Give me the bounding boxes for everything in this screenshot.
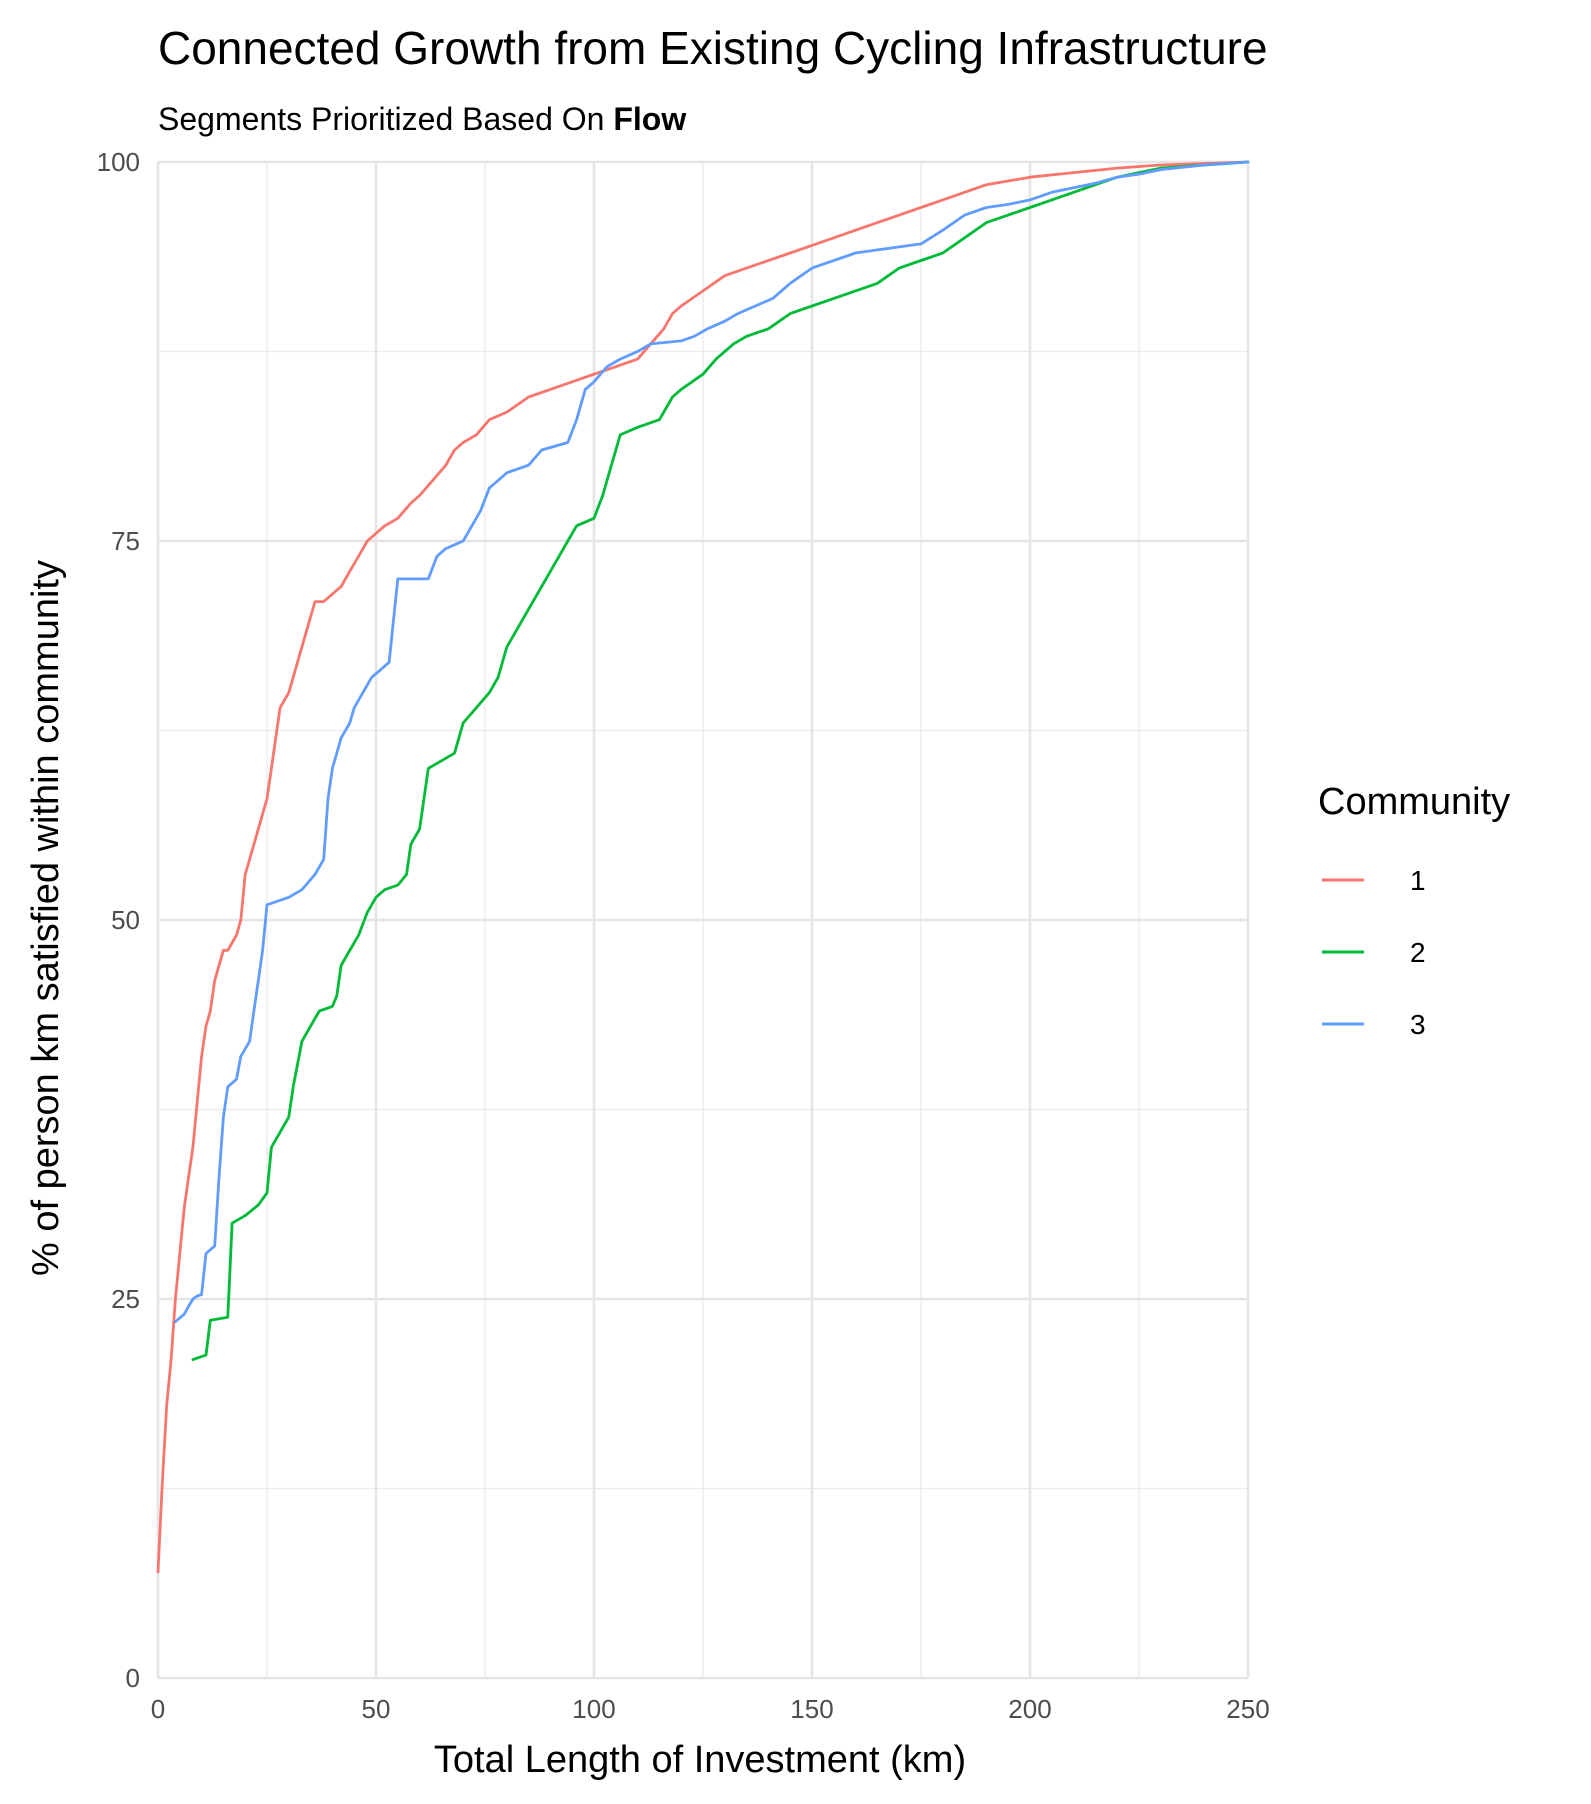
x-axis-title: Total Length of Investment (km)	[434, 1739, 966, 1781]
legend-label-3: 3	[1410, 1009, 1426, 1040]
x-tick-label: 100	[572, 1694, 615, 1724]
legend: Community 1 2 3	[1318, 781, 1510, 1040]
plot-series	[156, 160, 1250, 1574]
x-tick-label: 0	[151, 1694, 165, 1724]
x-tick-label: 200	[1008, 1694, 1051, 1724]
y-tick-label: 25	[111, 1284, 140, 1314]
chart-title: Connected Growth from Existing Cycling I…	[158, 22, 1268, 74]
legend-title: Community	[1318, 781, 1510, 823]
series-line-2	[191, 160, 1250, 1361]
x-tick-label: 150	[790, 1694, 833, 1724]
chart-subtitle-prefix: Segments Prioritized Based On	[158, 101, 613, 137]
x-axis-tick-labels: 0 50 100 150 200 250	[151, 1694, 1270, 1724]
y-tick-label: 75	[111, 526, 140, 556]
plot-grid	[156, 160, 1250, 1680]
y-axis-title: % of person km satisfied within communit…	[25, 560, 67, 1276]
x-tick-label: 250	[1226, 1694, 1269, 1724]
y-axis-tick-labels: 0 25 50 75 100	[97, 147, 140, 1693]
x-tick-label: 50	[362, 1694, 391, 1724]
chart-subtitle-emphasis: Flow	[613, 101, 686, 137]
series-line-3	[174, 160, 1250, 1324]
y-tick-label: 100	[97, 147, 140, 177]
y-tick-label: 50	[111, 905, 140, 935]
legend-label-2: 2	[1410, 937, 1426, 968]
legend-label-1: 1	[1410, 865, 1426, 896]
chart-subtitle: Segments Prioritized Based On Flow	[158, 101, 686, 137]
y-tick-label: 0	[126, 1663, 140, 1693]
series-line-1	[156, 160, 1250, 1574]
